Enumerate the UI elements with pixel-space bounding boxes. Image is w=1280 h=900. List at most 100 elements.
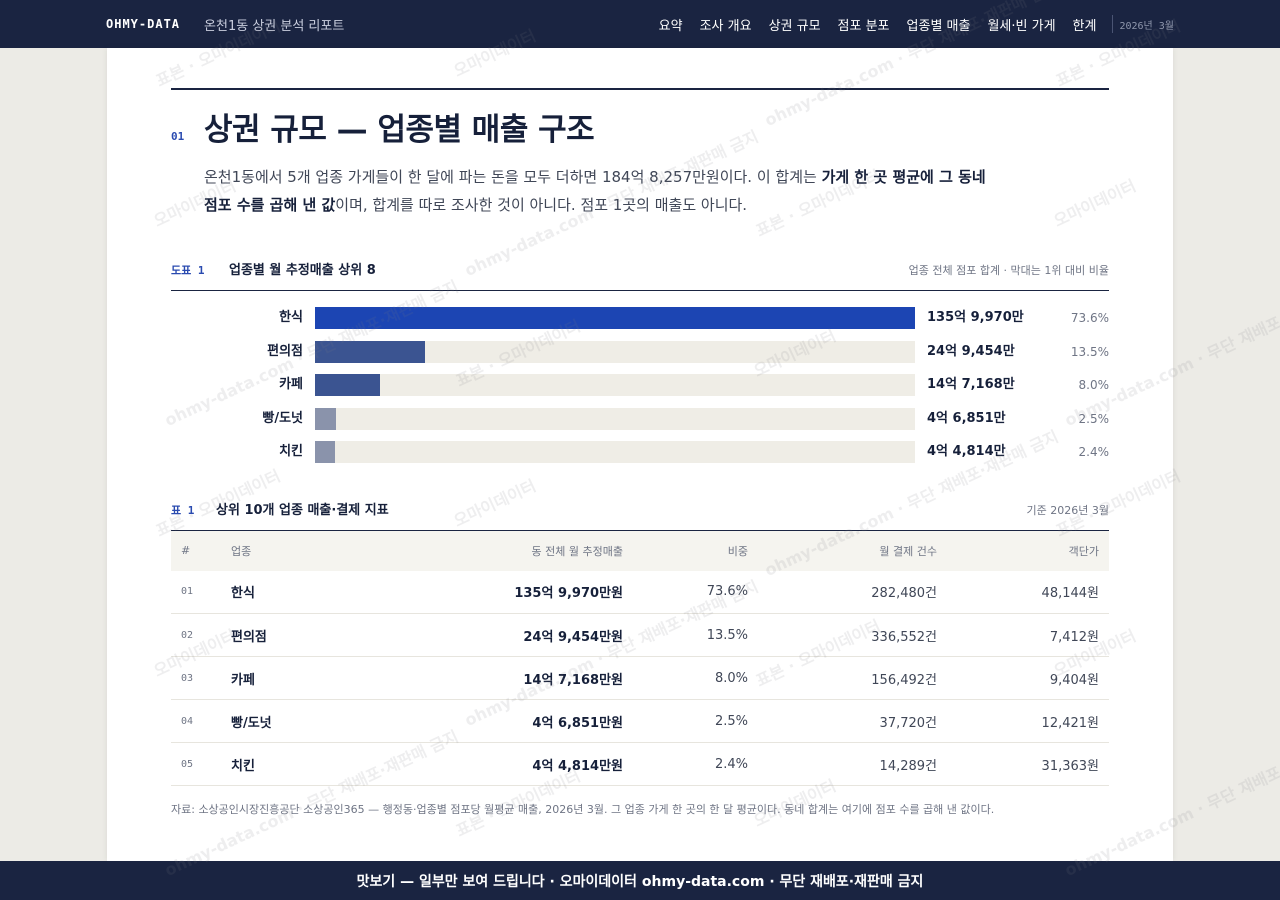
section-rule — [171, 88, 1109, 90]
lede-text-2: 이며, 합계를 따로 조사한 것이 아니다. 점포 1곳의 매출도 아니다. — [335, 196, 748, 214]
table-row: 05 치킨 4억 4,814만원 2.4% 14,289건 31,363원 — [171, 742, 1109, 786]
col-header-sales: 동 전체 월 추정매출 — [371, 530, 633, 571]
row-count: 37,720건 — [758, 699, 947, 743]
row-rank: 02 — [171, 613, 221, 657]
bar-row: 치킨 4억 4,814만 2.4% — [171, 441, 1109, 463]
row-rank: 03 — [171, 656, 221, 700]
bar-category-label: 카페 — [279, 377, 303, 392]
bar-value-label: 4억 4,814만 — [927, 444, 1006, 459]
nav-item-store-distribution[interactable]: 점포 분포 — [837, 18, 890, 34]
row-industry: 한식 — [221, 570, 371, 614]
bar-track — [315, 307, 915, 329]
nav-divider — [1112, 15, 1114, 33]
row-rank: 04 — [171, 699, 221, 743]
figure-header: 도표 1 업종별 월 추정매출 상위 8 업종 전체 점포 합계 · 막대는 1… — [171, 259, 1109, 278]
col-header-count: 월 결제 건수 — [758, 530, 947, 571]
bar-share-label: 13.5% — [1070, 344, 1109, 359]
sales-table: # 업종 동 전체 월 추정매출 비중 월 결제 건수 객단가 01 한식 13… — [171, 530, 1109, 786]
row-count: 282,480건 — [758, 570, 947, 614]
preview-banner: 맛보기 — 일부만 보여 드립니다 · 오마이데이터 ohmy-data.com… — [0, 861, 1280, 900]
nav-item-rent-vacancy[interactable]: 월세·빈 가게 — [987, 18, 1056, 34]
bar-value-label: 24억 9,454만 — [927, 343, 1015, 359]
table-header: 표 1 상위 10개 업종 매출·결제 지표 기준 2026년 3월 — [171, 499, 1109, 518]
bar-value-label: 4억 6,851만 — [927, 410, 1006, 426]
bar-row: 빵/도넛 4억 6,851만 2.5% — [171, 407, 1110, 430]
nav-item-limitations[interactable]: 한계 — [1072, 18, 1097, 34]
table-tag: 표 1 — [171, 504, 195, 517]
table-title: 상위 10개 업종 매출·결제 지표 — [216, 503, 389, 518]
row-price: 12,421원 — [947, 699, 1109, 743]
bar-share-label: 2.5% — [1078, 411, 1110, 426]
bar-category-label: 한식 — [279, 310, 303, 325]
bar-track — [315, 340, 915, 363]
bar-track — [315, 407, 915, 430]
bar-value-label: 135억 9,970만 — [927, 310, 1024, 325]
section-number: 01 — [171, 130, 185, 143]
bar — [315, 374, 380, 396]
table-row: 04 빵/도넛 4억 6,851만원 2.5% 37,720건 12,421원 — [171, 699, 1109, 743]
lede-text-1: 온천1동에서 5개 업종 가게들이 한 달에 파는 돈을 모두 더하면 184억… — [204, 168, 822, 186]
bar-row: 편의점 24억 9,454만 13.5% — [171, 340, 1109, 363]
row-count: 336,552건 — [758, 613, 947, 657]
row-industry: 치킨 — [221, 742, 371, 786]
bar-track — [315, 441, 915, 463]
preview-banner-text: 맛보기 — 일부만 보여 드립니다 · 오마이데이터 ohmy-data.com… — [356, 873, 924, 890]
table-row: 02 편의점 24억 9,454만원 13.5% 336,552건 7,412원 — [171, 613, 1109, 657]
figure-rule — [171, 290, 1109, 291]
report-date: 2026년 3월 — [1119, 20, 1174, 32]
report-title: 온천1동 상권 분석 리포트 — [204, 18, 345, 34]
bar-row: 카페 14억 7,168만 8.0% — [171, 374, 1109, 396]
source-note: 자료: 소상공인시장진흥공단 소상공인365 — 행정동·업종별 점포당 월평균… — [171, 803, 995, 816]
lede-emphasis: 가게 한 곳 평균에 그 동네 점포 수를 곱해 낸 값 — [204, 168, 986, 214]
figure-note: 업종 전체 점포 합계 · 막대는 1위 대비 비율 — [908, 264, 1109, 277]
bar — [315, 307, 915, 329]
row-sales: 4억 6,851만원 — [371, 699, 633, 743]
bar-category-label: 빵/도넛 — [262, 410, 303, 426]
row-rank: 01 — [171, 570, 221, 614]
bar — [315, 340, 425, 363]
row-sales: 24억 9,454만원 — [371, 613, 633, 657]
bar — [315, 407, 336, 430]
bar-row: 한식 135억 9,970만 73.6% — [171, 307, 1109, 329]
row-count: 14,289건 — [758, 742, 947, 786]
col-header-share: 비중 — [633, 530, 758, 571]
col-header-price: 객단가 — [947, 530, 1109, 571]
row-price: 9,404원 — [947, 656, 1109, 700]
figure-title: 업종별 월 추정매출 상위 8 — [229, 263, 376, 278]
section-title: 상권 규모 — 업종별 매출 구조 — [204, 112, 595, 148]
nav-item-summary[interactable]: 요약 — [658, 18, 683, 34]
row-share: 13.5% — [633, 613, 758, 657]
table-header-row: # 업종 동 전체 월 추정매출 비중 월 결제 건수 객단가 — [171, 530, 1109, 571]
row-sales: 4억 4,814만원 — [371, 742, 633, 786]
bar-category-label: 편의점 — [267, 343, 303, 359]
section-lede: 온천1동에서 5개 업종 가게들이 한 달에 파는 돈을 모두 더하면 184억… — [204, 163, 1004, 219]
row-count: 156,492건 — [758, 656, 947, 700]
row-share: 2.5% — [633, 699, 758, 743]
main-nav: 요약 조사 개요 상권 규모 점포 분포 업종별 매출 월세·빈 가게 한계 2… — [642, 15, 1174, 34]
bar-track — [315, 374, 915, 396]
row-industry: 편의점 — [221, 613, 371, 657]
bar-value-label: 14억 7,168만 — [927, 377, 1015, 392]
nav-item-market-size[interactable]: 상권 규모 — [768, 18, 821, 34]
nav-item-survey-overview[interactable]: 조사 개요 — [699, 18, 752, 34]
sales-bar-chart: 한식 135억 9,970만 73.6% 편의점 24억 9,454만 13.5% 카페 14… — [171, 307, 1109, 465]
row-price: 7,412원 — [947, 613, 1109, 657]
bar — [315, 441, 335, 463]
report-content: 01 상권 규모 — 업종별 매출 구조 온천1동에서 5개 업종 가게들이 한… — [171, 88, 1109, 820]
brand-logo[interactable]: OHMY-DATA — [106, 17, 181, 31]
row-price: 48,144원 — [947, 570, 1109, 614]
row-rank: 05 — [171, 742, 221, 786]
row-sales: 135억 9,970만원 — [371, 570, 633, 614]
row-industry: 카페 — [221, 656, 371, 700]
row-price: 31,363원 — [947, 742, 1109, 786]
row-sales: 14억 7,168만원 — [371, 656, 633, 700]
report-paper: 01 상권 규모 — 업종별 매출 구조 온천1동에서 5개 업종 가게들이 한… — [107, 48, 1173, 861]
table-row: 01 한식 135억 9,970만원 73.6% 282,480건 48,144… — [171, 570, 1109, 614]
section-header: 01 상권 규모 — 업종별 매출 구조 — [171, 104, 1109, 149]
row-share: 73.6% — [633, 570, 758, 614]
nav-item-sales-by-industry[interactable]: 업종별 매출 — [906, 18, 971, 34]
table-note: 기준 2026년 3월 — [1026, 504, 1109, 517]
figure-tag: 도표 1 — [171, 264, 205, 277]
bar-share-label: 8.0% — [1078, 378, 1110, 392]
table-row: 03 카페 14억 7,168만원 8.0% 156,492건 9,404원 — [171, 656, 1109, 700]
